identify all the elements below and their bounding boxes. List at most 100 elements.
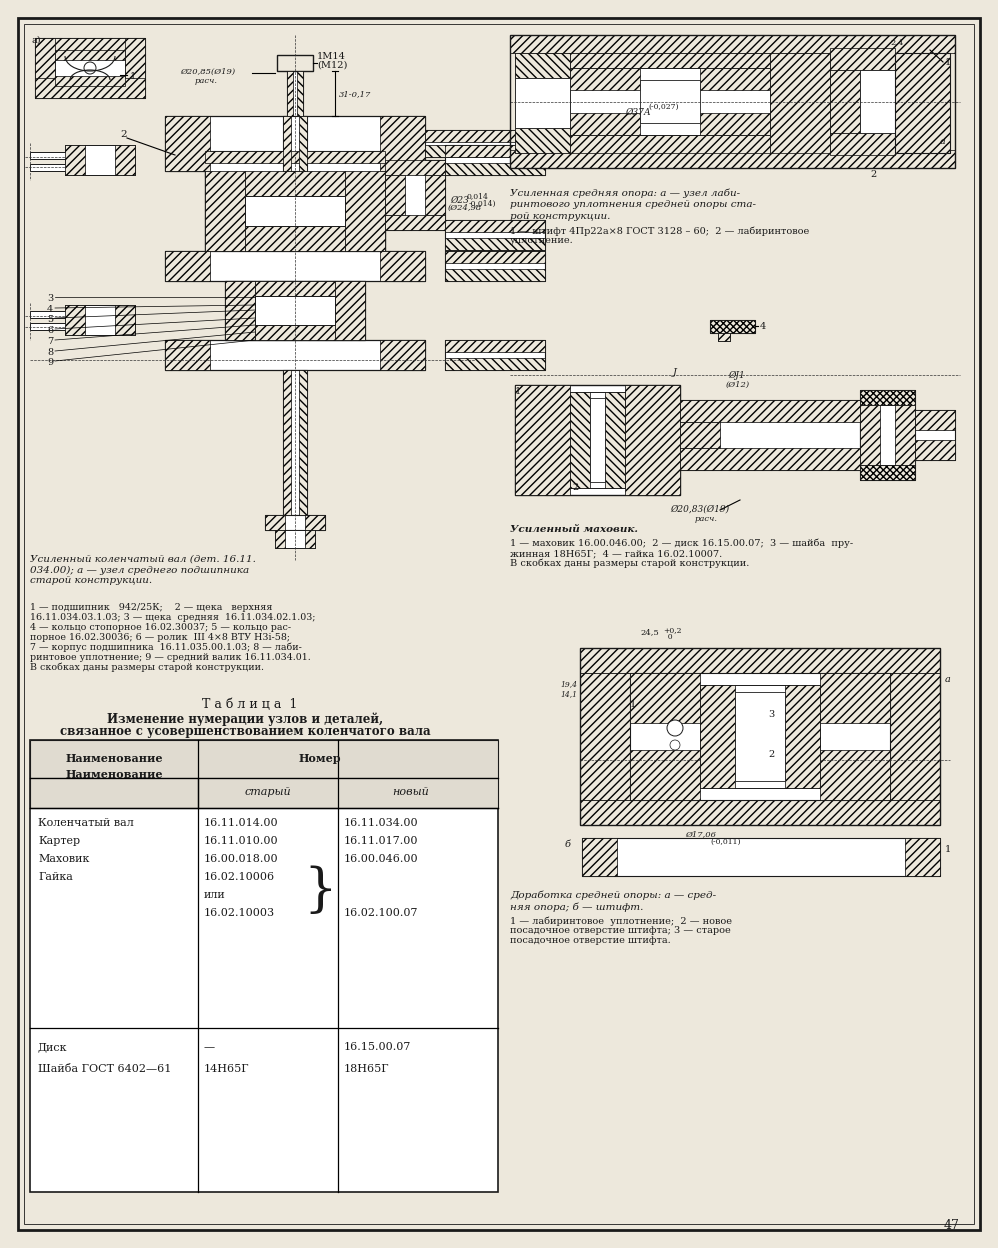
Text: 14Н65Г: 14Н65Г: [204, 1065, 250, 1075]
Text: 8: 8: [47, 348, 53, 357]
Bar: [570, 114, 640, 135]
Text: (-0,027): (-0,027): [648, 104, 679, 111]
Bar: [510, 35, 955, 52]
Bar: [710, 319, 755, 333]
Text: 2,4: 2,4: [890, 37, 903, 46]
Bar: [35, 77, 145, 99]
Bar: [570, 67, 770, 135]
Bar: [515, 129, 570, 154]
Bar: [445, 339, 545, 369]
Text: связанное с усовершенствованием коленчатого вала: связанное с усовершенствованием коленчат…: [60, 725, 430, 738]
Bar: [905, 837, 940, 876]
Text: 7 — корпус подшипника  16.11.035.00.1.03; 8 — лаби-: 7 — корпус подшипника 16.11.035.00.1.03;…: [30, 643, 301, 653]
Text: 4 — кольцо стопорное 16.02.30037; 5 — кольцо рас-: 4 — кольцо стопорное 16.02.30037; 5 — ко…: [30, 623, 291, 631]
Text: (-0,011): (-0,011): [710, 837, 741, 846]
Bar: [895, 406, 915, 466]
Bar: [630, 750, 700, 800]
Bar: [380, 251, 425, 281]
Bar: [65, 145, 85, 175]
Bar: [830, 47, 895, 155]
Text: расч.: расч.: [195, 77, 218, 85]
Bar: [65, 305, 85, 334]
Bar: [445, 145, 545, 175]
Text: 1: 1: [945, 57, 951, 67]
Bar: [283, 369, 291, 515]
Text: }: }: [303, 865, 336, 916]
Text: Усиленный коленчатый вал (дет. 16.11.
034.00); а — узел среднего подшипника
стар: Усиленный коленчатый вал (дет. 16.11. 03…: [30, 555, 255, 585]
Text: 14,1: 14,1: [560, 690, 577, 698]
Bar: [890, 673, 940, 800]
Bar: [625, 384, 680, 495]
Bar: [165, 116, 425, 171]
Text: 16.02.10006: 16.02.10006: [204, 872, 275, 882]
Bar: [55, 50, 125, 60]
Text: —: —: [204, 1042, 216, 1052]
Bar: [305, 515, 325, 530]
Text: (Ø12): (Ø12): [726, 381, 750, 389]
Bar: [630, 673, 700, 723]
Text: (Ø24,98: (Ø24,98: [448, 203, 482, 212]
Bar: [165, 251, 210, 281]
Bar: [225, 281, 255, 339]
Text: В скобках даны размеры старой конструкции.: В скобках даны размеры старой конструкци…: [510, 559, 749, 569]
Bar: [580, 673, 630, 800]
Bar: [515, 384, 570, 495]
Text: 3: 3: [768, 710, 774, 719]
Text: 4: 4: [47, 305, 53, 314]
Text: 16.02.100.07: 16.02.100.07: [344, 909, 418, 919]
Bar: [445, 270, 545, 281]
Bar: [255, 296, 335, 324]
Text: В скобках даны размеры старой конструкции.: В скобках даны размеры старой конструкци…: [30, 663, 264, 673]
Text: 16.00.046.00: 16.00.046.00: [344, 854, 418, 864]
Bar: [915, 411, 955, 461]
Bar: [445, 358, 545, 369]
Bar: [820, 750, 890, 800]
Bar: [30, 740, 498, 778]
Bar: [385, 160, 445, 175]
Bar: [820, 673, 890, 723]
Bar: [680, 401, 860, 422]
Text: 1 — подшипник   942/25К;    2 — щека   верхняя: 1 — подшипник 942/25К; 2 — щека верхняя: [30, 603, 272, 612]
Text: Усиленный маховик.: Усиленный маховик.: [510, 525, 638, 534]
Bar: [115, 145, 135, 175]
Text: рой конструкции.: рой конструкции.: [510, 212, 611, 221]
Bar: [700, 685, 735, 787]
Text: Ø37А: Ø37А: [625, 109, 651, 117]
Bar: [205, 151, 385, 163]
Bar: [30, 740, 498, 1192]
Bar: [245, 171, 345, 196]
Text: ØJ1: ØJ1: [728, 371, 745, 381]
Bar: [570, 67, 640, 90]
Text: расч.: расч.: [695, 515, 718, 523]
Bar: [165, 339, 425, 369]
Bar: [165, 251, 425, 281]
Text: +0,2: +0,2: [663, 626, 682, 634]
Bar: [35, 37, 145, 99]
Bar: [860, 389, 915, 480]
Bar: [605, 392, 625, 488]
Bar: [380, 339, 425, 369]
Bar: [425, 175, 445, 215]
Bar: [445, 220, 545, 232]
Bar: [700, 67, 770, 90]
Bar: [425, 130, 520, 142]
Text: Ø23: Ø23: [450, 196, 469, 205]
Text: 16.11.014.00: 16.11.014.00: [204, 817, 278, 827]
Text: J: J: [673, 368, 677, 377]
Text: ринтовое уплотнение; 9 — средний валик 16.11.034.01.: ринтовое уплотнение; 9 — средний валик 1…: [30, 653, 310, 661]
Text: 1 — маховик 16.00.046.00;  2 — диск 16.15.00.07;  3 — шайба  пру-: 1 — маховик 16.00.046.00; 2 — диск 16.15…: [510, 539, 853, 549]
Text: 2: 2: [120, 130, 127, 139]
Bar: [225, 281, 365, 339]
Text: 1: 1: [945, 845, 951, 854]
Bar: [445, 339, 545, 352]
Text: или: или: [204, 890, 226, 900]
Bar: [710, 319, 755, 333]
Bar: [718, 333, 730, 341]
Text: 2: 2: [572, 483, 578, 492]
Bar: [277, 55, 313, 71]
Text: 1 — лабиринтовое  уплотнение;  2 — новое: 1 — лабиринтовое уплотнение; 2 — новое: [510, 916, 732, 926]
Text: (М12): (М12): [317, 61, 347, 70]
Bar: [700, 685, 820, 787]
Bar: [570, 392, 625, 488]
Bar: [35, 37, 55, 99]
